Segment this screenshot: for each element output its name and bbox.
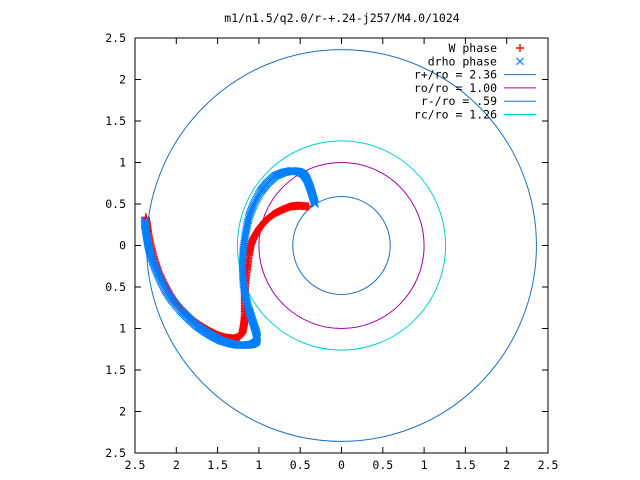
y-tick-label: 1.5 — [105, 363, 126, 377]
x-tick-label: 2 — [503, 458, 510, 472]
y-tick-label: 2.5 — [105, 31, 126, 45]
circle-curve-3 — [258, 162, 425, 329]
x-tick-label: 1.5 — [455, 458, 476, 472]
circle-curve-4 — [292, 196, 391, 295]
y-tick-label: 0 — [119, 239, 126, 253]
y-tick-label: 2.5 — [105, 446, 126, 460]
axis-ticks: 2.5 2 1.5 1 0.5 0 0.5 1 1.5 2 2.52.521.510.500.511… — [105, 31, 558, 472]
x-tick-label: 0 — [338, 458, 345, 472]
legend-label: rc/ro = 1.26 — [414, 108, 497, 122]
x-tick-label: 1.5 — [207, 458, 228, 472]
y-tick-label: 1.5 — [105, 114, 126, 128]
legend-label: ro/ro = 1.00 — [414, 81, 497, 95]
x-tick-label: 1 — [255, 458, 262, 472]
legend-label: drho phase — [428, 54, 497, 68]
x-tick-label: 2.5 — [538, 458, 559, 472]
x-tick-label: 0.5 — [290, 458, 311, 472]
legend-swatch-cross — [516, 57, 524, 66]
legend-swatch-plus — [516, 44, 524, 52]
legend-label: r-/ro = .59 — [421, 94, 497, 108]
legend-label: r+/ro = 2.36 — [414, 68, 497, 82]
cross-marker — [140, 216, 149, 225]
x-tick-label: 1 — [421, 458, 428, 472]
chart-title: m1/n1.5/q2.0/r-+.24-j257/M4.0/1024 — [224, 11, 459, 25]
y-tick-label: 2 — [119, 405, 126, 419]
x-tick-label: 0.5 — [372, 458, 393, 472]
y-tick-label: 1 — [119, 322, 126, 336]
x-tick-label: 2 — [173, 458, 180, 472]
legend-label: W phase — [449, 41, 498, 55]
data-markers — [140, 166, 319, 350]
y-tick-label: 0.5 — [105, 280, 126, 294]
y-tick-label: 2 — [119, 73, 126, 87]
x-tick-label: 2.5 — [125, 458, 146, 472]
y-tick-label: 0.5 — [105, 197, 126, 211]
y-tick-label: 1 — [119, 156, 126, 170]
circle-curve-5 — [236, 140, 447, 351]
